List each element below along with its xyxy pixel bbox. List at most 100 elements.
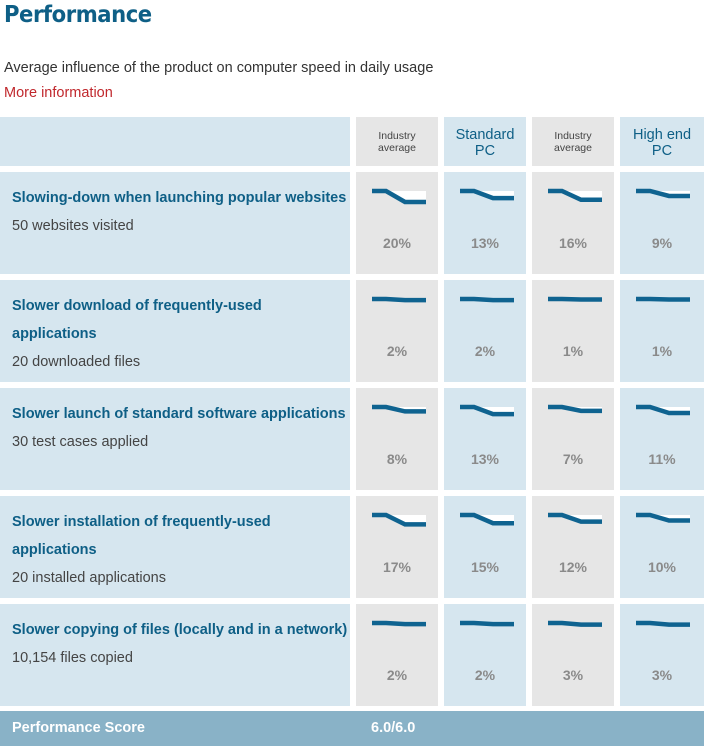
impact-value: 9% (651, 235, 673, 251)
speed-drop-area (386, 191, 426, 202)
speed-line (548, 404, 602, 414)
speed-line (636, 296, 690, 302)
table-row: Slower copying of files (locally and in … (0, 604, 704, 706)
speed-drop-graph-icon (548, 512, 602, 524)
impact-value: 16% (558, 235, 588, 251)
performance-score-row: Performance Score 6.0/6.0 (0, 711, 704, 746)
speed-line (636, 404, 690, 416)
impact-value: 13% (470, 235, 500, 251)
impact-value: 2% (474, 667, 496, 683)
column-header-label: Industry average (554, 130, 592, 154)
table-header-row: Industry average Standard PC Industry av… (0, 117, 704, 166)
impact-value: 17% (382, 559, 412, 575)
test-name: Slower download of frequently-used appli… (12, 298, 262, 342)
speed-line (636, 512, 690, 523)
column-header-label: Industry average (378, 130, 416, 154)
speed-drop-graph-icon (460, 404, 514, 417)
impact-value: 2% (474, 343, 496, 359)
speed-drop-graph-icon (548, 296, 602, 302)
value-cell: 3% (532, 604, 614, 706)
value-cell: 8% (356, 388, 438, 490)
impact-value: 20% (382, 235, 412, 251)
score-value: 6.0/6.0 (371, 720, 416, 736)
value-cell: 2% (444, 604, 526, 706)
impact-value: 1% (651, 343, 673, 359)
speed-line (636, 188, 690, 199)
speed-drop-graph-icon (548, 188, 602, 203)
table-row: Slowing-down when launching popular webs… (0, 172, 704, 274)
value-cell: 9% (620, 172, 704, 274)
speed-drop-graph-icon (372, 296, 426, 303)
test-name: Slower installation of frequently-used a… (12, 514, 271, 558)
test-label-cell: Slower download of frequently-used appli… (0, 280, 350, 382)
performance-table: Industry average Standard PC Industry av… (0, 117, 704, 712)
speed-line (460, 188, 514, 201)
test-name: Slower copying of files (locally and in … (12, 622, 348, 638)
table-row: Slower installation of frequently-used a… (0, 496, 704, 598)
speed-line (636, 620, 690, 627)
test-label-cell: Slowing-down when launching popular webs… (0, 172, 350, 274)
value-cell: 2% (444, 280, 526, 382)
speed-drop-graph-icon (460, 188, 514, 201)
impact-value: 10% (647, 559, 677, 575)
speed-drop-graph-icon (548, 404, 602, 414)
value-cell: 15% (444, 496, 526, 598)
speed-drop-graph-icon (372, 620, 426, 627)
speed-line (460, 296, 514, 303)
impact-value: 1% (562, 343, 584, 359)
value-cell: 1% (532, 280, 614, 382)
speed-drop-graph-icon (636, 620, 690, 627)
value-cell: 13% (444, 172, 526, 274)
value-cell: 17% (356, 496, 438, 598)
impact-value: 12% (558, 559, 588, 575)
table-row: Slower download of frequently-used appli… (0, 280, 704, 382)
impact-value: 15% (470, 559, 500, 575)
speed-drop-graph-icon (636, 296, 690, 302)
speed-line (548, 620, 602, 627)
page-subtitle: Average influence of the product on comp… (4, 60, 434, 76)
speed-line (460, 620, 514, 627)
value-cell: 3% (620, 604, 704, 706)
impact-value: 2% (386, 343, 408, 359)
speed-drop-graph-icon (636, 404, 690, 416)
column-header: High end PC (620, 117, 704, 166)
value-cell: 2% (356, 280, 438, 382)
value-cell: 13% (444, 388, 526, 490)
speed-line (548, 296, 602, 302)
speed-line (460, 404, 514, 417)
impact-value: 13% (470, 451, 500, 467)
speed-drop-graph-icon (460, 512, 514, 526)
test-label-cell: Slower launch of standard software appli… (0, 388, 350, 490)
impact-value: 2% (386, 667, 408, 683)
more-information-link[interactable]: More information (4, 85, 113, 101)
speed-drop-graph-icon (636, 512, 690, 523)
value-cell: 1% (620, 280, 704, 382)
speed-drop-graph-icon (372, 188, 426, 205)
value-cell: 12% (532, 496, 614, 598)
test-count: 30 test cases applied (12, 434, 149, 450)
column-header: Industry average (532, 117, 614, 166)
speed-line (460, 512, 514, 526)
speed-drop-graph-icon (460, 620, 514, 627)
value-cell: 2% (356, 604, 438, 706)
speed-line (372, 404, 426, 414)
column-header: Standard PC (444, 117, 526, 166)
page-title: Performance (4, 2, 152, 28)
test-name: Slower launch of standard software appli… (12, 406, 346, 422)
value-cell: 20% (356, 172, 438, 274)
column-header-label: Standard PC (455, 127, 515, 159)
value-cell: 7% (532, 388, 614, 490)
test-name: Slowing-down when launching popular webs… (12, 190, 347, 206)
speed-line (372, 512, 426, 527)
test-label-cell: Slower copying of files (locally and in … (0, 604, 350, 706)
column-header-label: High end PC (632, 127, 692, 159)
column-header: Industry average (356, 117, 438, 166)
value-cell: 10% (620, 496, 704, 598)
impact-value: 11% (648, 451, 676, 467)
impact-value: 3% (651, 667, 673, 683)
speed-line (372, 620, 426, 627)
test-label-cell: Slower installation of frequently-used a… (0, 496, 350, 598)
test-count: 50 websites visited (12, 218, 134, 234)
header-blank-cell (0, 117, 350, 166)
value-cell: 11% (620, 388, 704, 490)
